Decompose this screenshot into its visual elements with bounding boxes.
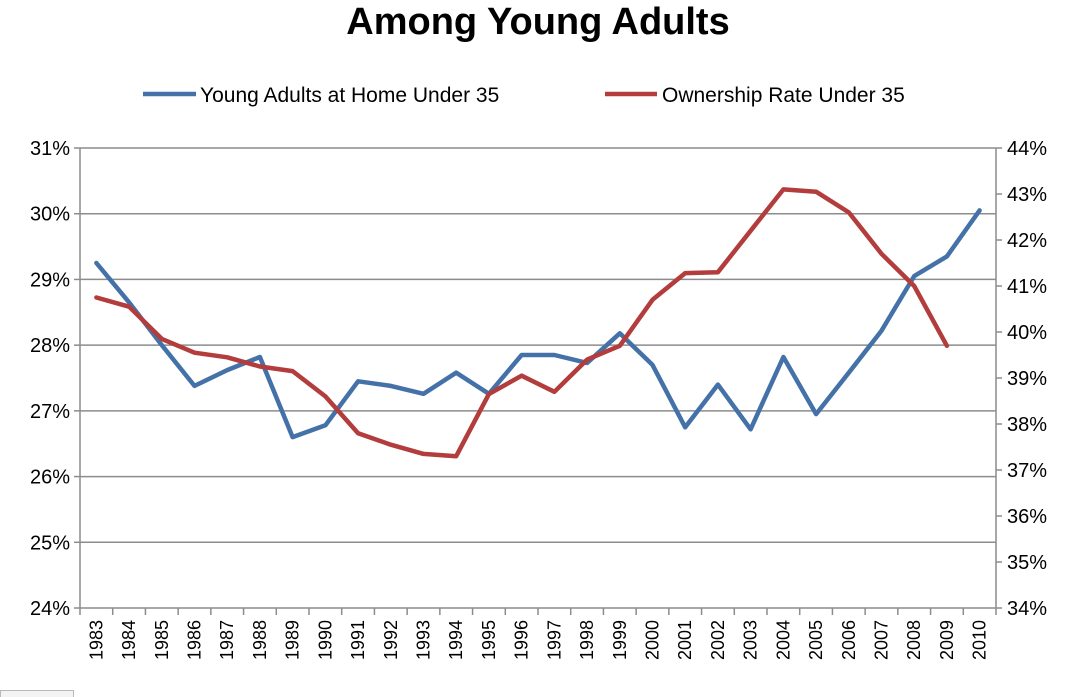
left-tick-label: 26% bbox=[30, 467, 70, 489]
x-tick-label: 2009 bbox=[937, 620, 957, 660]
x-tick-label: 1995 bbox=[479, 620, 499, 660]
series bbox=[94, 187, 982, 459]
x-tick-label: 1985 bbox=[152, 620, 172, 660]
right-tick-label: 44% bbox=[1007, 138, 1047, 160]
left-y-axis-ticks: 24% 25% 26% 27% 28% 29% 30% 31% bbox=[30, 138, 80, 620]
sheet-scrollbar-fragment[interactable] bbox=[0, 690, 74, 697]
legend-label-young-adults: Young Adults at Home Under 35 bbox=[200, 84, 499, 107]
x-tick-label: 1997 bbox=[544, 620, 564, 660]
right-tick-label: 41% bbox=[1007, 276, 1047, 298]
x-tick-label: 2000 bbox=[643, 620, 663, 660]
x-tick-label: 2007 bbox=[872, 620, 892, 660]
left-tick-label: 30% bbox=[30, 204, 70, 226]
x-tick-label: 1990 bbox=[315, 620, 335, 660]
x-tick-label: 2005 bbox=[806, 620, 826, 660]
right-tick-label: 40% bbox=[1007, 322, 1047, 344]
right-tick-label: 34% bbox=[1007, 598, 1047, 620]
left-tick-label: 25% bbox=[30, 532, 70, 554]
left-tick-label: 28% bbox=[30, 335, 70, 357]
right-tick-label: 43% bbox=[1007, 184, 1047, 206]
right-tick-label: 37% bbox=[1007, 460, 1047, 482]
x-tick-label: 1991 bbox=[348, 620, 368, 660]
legend-label-ownership-rate: Ownership Rate Under 35 bbox=[662, 84, 905, 107]
right-y-axis-ticks: 34% 35% 36% 37% 38% 39% 40% 41% 42% 43% 44% bbox=[996, 138, 1047, 620]
x-tick-label: 1994 bbox=[446, 620, 466, 660]
right-tick-label: 38% bbox=[1007, 414, 1047, 436]
left-tick-label: 31% bbox=[30, 138, 70, 160]
x-axis-ticks: 1983 1984 1985 1986 1987 1988 1989 1990 1991 1992… bbox=[79, 608, 997, 660]
x-tick-label: 2001 bbox=[675, 620, 695, 660]
right-tick-label: 42% bbox=[1007, 230, 1047, 252]
x-tick-label: 2002 bbox=[708, 620, 728, 660]
left-tick-label: 27% bbox=[30, 401, 70, 423]
x-tick-label: 2008 bbox=[904, 620, 924, 660]
x-tick-label: 2006 bbox=[839, 620, 859, 660]
x-tick-label: 1984 bbox=[119, 620, 139, 660]
x-tick-label: 1987 bbox=[217, 620, 237, 660]
x-tick-label: 1992 bbox=[381, 620, 401, 660]
legend: Young Adults at Home Under 35 Ownership … bbox=[143, 84, 905, 107]
series-line-young-adults bbox=[94, 208, 982, 440]
x-tick-label: 1999 bbox=[610, 620, 630, 660]
x-tick-label: 1988 bbox=[250, 620, 270, 660]
gridlines bbox=[80, 147, 996, 544]
x-tick-label: 1996 bbox=[512, 620, 532, 660]
right-tick-label: 36% bbox=[1007, 506, 1047, 528]
series-line-ownership-rate bbox=[94, 187, 950, 459]
right-tick-label: 35% bbox=[1007, 552, 1047, 574]
x-tick-label: 1989 bbox=[283, 620, 303, 660]
x-tick-label: 2004 bbox=[773, 620, 793, 660]
left-tick-label: 29% bbox=[30, 269, 70, 291]
left-tick-label: 24% bbox=[30, 598, 70, 620]
x-tick-label: 1986 bbox=[185, 620, 205, 660]
x-tick-label: 2010 bbox=[970, 620, 990, 660]
x-tick-label: 2003 bbox=[741, 620, 761, 660]
right-tick-label: 39% bbox=[1007, 368, 1047, 390]
x-tick-label: 1993 bbox=[414, 620, 434, 660]
x-tick-label: 1983 bbox=[86, 620, 106, 660]
axes bbox=[79, 148, 997, 609]
chart-title: Among Young Adults bbox=[346, 1, 729, 43]
x-tick-label: 1998 bbox=[577, 620, 597, 660]
